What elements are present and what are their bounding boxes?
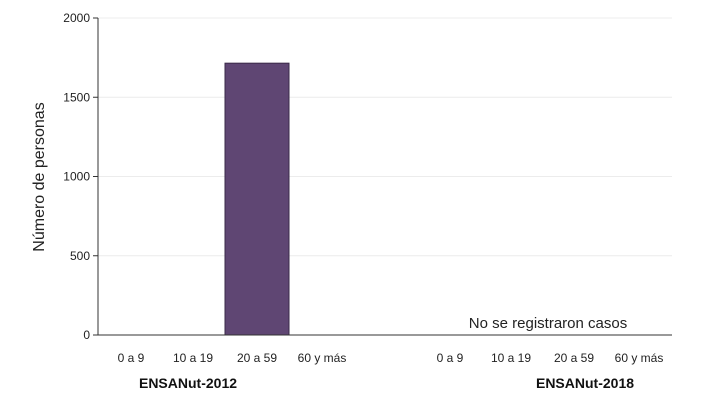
x-category-label: 0 a 9 — [437, 351, 464, 365]
no-cases-annotation: No se registraron casos — [469, 315, 627, 332]
y-axis-label: Número de personas — [31, 102, 48, 251]
y-tick-label-0: 0 — [83, 328, 90, 342]
x-category-label: 60 y más — [298, 351, 347, 365]
gridlines — [98, 17, 672, 336]
x-category-label: 20 a 59 — [237, 351, 277, 365]
bar-ENSANut-2012-20-a-59 — [224, 62, 290, 336]
y-tick-label-500: 500 — [70, 249, 90, 263]
x-category-label: 0 a 9 — [118, 351, 145, 365]
y-tick-label-2000: 2000 — [63, 11, 90, 25]
y-ticks: 0 500 1000 1500 2000 — [63, 11, 98, 342]
group-label-ensanut-2018: ENSANut-2018 — [536, 375, 634, 391]
x-category-label: 20 a 59 — [554, 351, 594, 365]
x-category-label: 10 a 19 — [491, 351, 531, 365]
x-category-label: 10 a 19 — [173, 351, 213, 365]
x-category-label: 60 y más — [615, 351, 664, 365]
y-tick-label-1000: 1000 — [63, 170, 90, 184]
group-label-ensanut-2012: ENSANut-2012 — [139, 375, 237, 391]
y-tick-label-1500: 1500 — [63, 90, 90, 104]
x-category-labels: 0 a 9 10 a 19 20 a 59 60 y más 0 a 9 10 a 19 2… — [118, 351, 664, 365]
bars — [224, 62, 290, 336]
